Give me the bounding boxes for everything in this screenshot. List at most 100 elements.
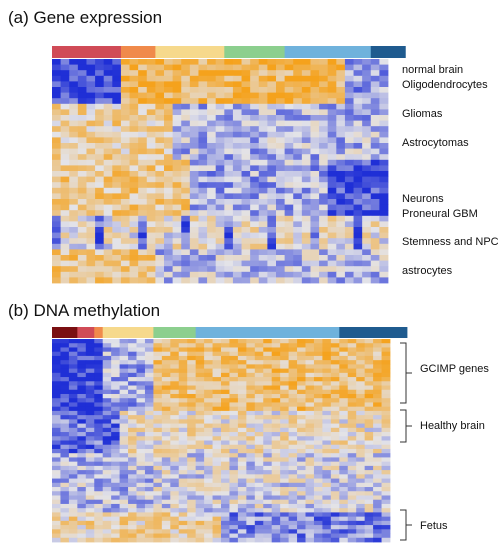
expr-cell: [198, 148, 208, 155]
expr-cell: [60, 249, 70, 256]
meth-cell: [102, 516, 112, 522]
meth-cell: [187, 381, 197, 386]
meth-cell: [94, 432, 104, 437]
expr-cell: [293, 81, 303, 88]
meth-cell: [313, 377, 323, 382]
expr-cell: [95, 171, 105, 177]
meth-cell: [77, 529, 87, 534]
meth-cell: [347, 478, 357, 484]
meth-cell: [288, 360, 298, 365]
meth-cell: [373, 381, 382, 386]
meth-cell: [271, 499, 281, 505]
meth-cell: [144, 372, 154, 378]
meth-cell: [339, 474, 349, 479]
expr-cell: [250, 143, 260, 149]
meth-cell: [330, 343, 340, 348]
meth-cell: [263, 487, 273, 492]
meth-cell: [178, 351, 188, 357]
expr-cell: [327, 182, 337, 189]
meth-cell: [68, 377, 78, 382]
expr-cell: [267, 260, 277, 267]
expr-cell: [146, 260, 156, 267]
meth-cell: [271, 419, 281, 424]
expr-cell: [198, 143, 208, 149]
meth-cell: [246, 491, 256, 496]
meth-cell: [347, 423, 357, 429]
meth-cell: [237, 516, 247, 522]
expr-cell: [103, 103, 113, 110]
meth-cell: [170, 423, 180, 429]
meth-cell: [288, 491, 298, 496]
meth-cell: [212, 482, 222, 488]
meth-cell: [280, 385, 289, 391]
expr-cell: [129, 238, 139, 245]
expr-cell: [241, 154, 251, 161]
expr-cell: [284, 75, 294, 82]
expr-cell: [241, 137, 251, 144]
meth-cell: [263, 436, 273, 441]
meth-cell: [297, 470, 306, 475]
meth-cell: [347, 427, 357, 433]
meth-cell: [356, 415, 366, 420]
meth-cell: [297, 377, 306, 382]
expr-cell: [250, 260, 260, 267]
meth-cell: [102, 440, 112, 446]
expr-cell: [370, 199, 380, 205]
expr-cell: [362, 215, 372, 222]
expr-cell: [276, 109, 286, 116]
expr-cell: [164, 243, 174, 250]
expr-cell: [103, 255, 113, 261]
expr-cell: [172, 199, 182, 205]
meth-cell: [111, 368, 120, 374]
meth-cell: [254, 377, 264, 382]
meth-cell: [373, 393, 382, 399]
meth-cell: [297, 364, 306, 370]
meth-cell: [339, 415, 349, 420]
expr-cell: [155, 64, 165, 71]
expr-cell: [284, 193, 294, 200]
expr-cell: [198, 193, 208, 200]
meth-cell: [52, 402, 61, 408]
expr-cell: [232, 59, 242, 65]
meth-cell: [136, 461, 146, 467]
expr-cell: [258, 238, 268, 245]
meth-cell: [237, 533, 247, 539]
meth-cell: [364, 520, 374, 526]
meth-cell: [136, 343, 146, 348]
expr-cell: [172, 210, 182, 217]
expr-cell: [207, 271, 217, 278]
meth-cell: [94, 465, 104, 471]
meth-cell: [144, 495, 154, 501]
meth-cell: [381, 372, 391, 378]
meth-cell: [339, 389, 349, 395]
meth-cell: [161, 432, 171, 437]
meth-cell: [153, 389, 163, 395]
meth-cell: [373, 377, 382, 382]
meth-cell: [128, 457, 137, 463]
meth-cell: [221, 482, 230, 488]
meth-cell: [373, 427, 382, 433]
expr-cell: [224, 154, 234, 161]
meth-cell: [229, 520, 239, 526]
meth-cell: [254, 406, 264, 412]
meth-cell: [229, 478, 239, 484]
meth-cell: [347, 520, 357, 526]
expr-cell: [207, 255, 217, 261]
meth-cell: [221, 537, 230, 543]
meth-cell: [347, 377, 357, 382]
meth-cell: [77, 360, 87, 365]
expr-cell: [52, 64, 62, 71]
meth-cell: [305, 360, 315, 365]
meth-cell: [85, 372, 95, 378]
meth-cell: [254, 508, 264, 513]
expr-cell: [138, 187, 148, 194]
expr-cell: [129, 249, 139, 256]
meth-cell: [144, 516, 154, 522]
meth-cell: [313, 351, 323, 357]
meth-cell: [339, 406, 349, 412]
expr-cell: [77, 137, 87, 144]
expr-cell: [310, 109, 320, 116]
meth-cell: [212, 448, 222, 454]
expr-cell: [293, 215, 303, 222]
expr-cell: [172, 221, 182, 228]
